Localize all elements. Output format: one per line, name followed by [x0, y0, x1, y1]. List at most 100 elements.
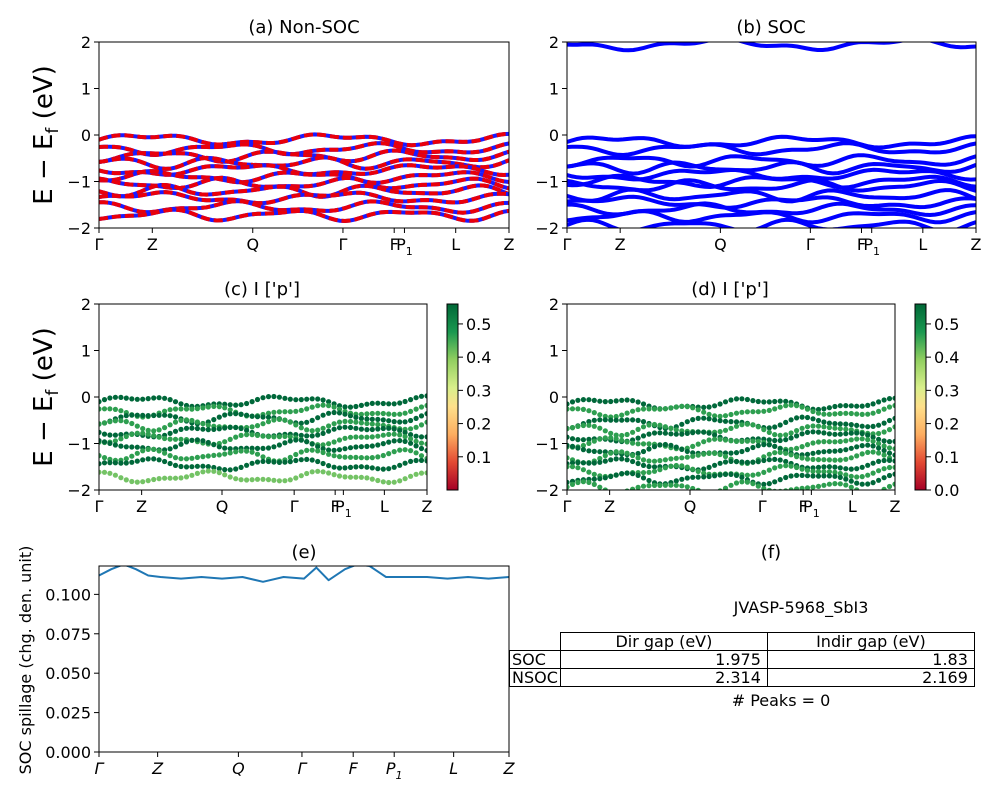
- band-point: [783, 458, 789, 465]
- band-point: [783, 432, 789, 438]
- band-point: [304, 419, 310, 425]
- band-point: [804, 473, 811, 479]
- band-point: [408, 417, 414, 424]
- band-point: [112, 432, 118, 438]
- band-point: [635, 450, 641, 457]
- band-point: [892, 446, 895, 452]
- band-point: [640, 406, 647, 412]
- x-tick-label: F: [390, 235, 399, 254]
- band-point: [298, 420, 304, 426]
- band-point: [707, 490, 712, 495]
- band-point: [178, 475, 184, 481]
- band-point: [358, 420, 364, 426]
- band-point: [837, 403, 843, 409]
- x-tick-label: L: [918, 235, 927, 254]
- band-point: [679, 455, 685, 461]
- band-point: [265, 477, 272, 483]
- band-point: [635, 435, 641, 441]
- band-point: [886, 483, 893, 490]
- band-point: [690, 405, 696, 411]
- band-point: [134, 450, 140, 456]
- band-point: [679, 463, 685, 469]
- panel-a-plot: Γ Z Q Γ FP1 L Z −2 −1 0 1 2: [67, 33, 514, 258]
- band-point: [804, 414, 811, 421]
- band-point: [397, 447, 403, 453]
- band-point: [298, 432, 304, 438]
- band-point: [413, 438, 419, 444]
- band-point: [859, 451, 865, 457]
- band-point: [238, 477, 244, 483]
- band-point: [254, 414, 261, 420]
- band-point: [129, 453, 135, 459]
- band-point: [167, 446, 173, 452]
- band-line: [567, 134, 976, 150]
- band-point: [156, 427, 162, 433]
- band-point: [375, 433, 381, 439]
- band-point: [662, 430, 669, 436]
- band-point: [777, 477, 783, 483]
- band-point: [854, 430, 860, 436]
- band-point: [276, 434, 282, 440]
- band-point: [364, 475, 370, 481]
- band-point: [353, 454, 359, 460]
- band-point: [424, 434, 427, 440]
- band-point: [260, 454, 266, 460]
- x-tick-label: Z: [422, 497, 433, 516]
- band-point: [567, 464, 570, 470]
- band-point: [227, 407, 233, 413]
- band-point: [118, 475, 124, 481]
- band-point: [892, 415, 895, 421]
- band-point: [233, 476, 239, 482]
- x-tick-label: F: [331, 497, 340, 516]
- band-point: [821, 411, 827, 417]
- x-tick-label: F: [857, 235, 866, 254]
- x-tick-label: Γ: [758, 497, 767, 516]
- axes-frame: [98, 565, 510, 753]
- band-point: [424, 393, 427, 399]
- band-point: [843, 472, 849, 478]
- band-point: [347, 418, 354, 425]
- band-point: [336, 465, 343, 471]
- panel-d-plot: Γ Z Q Γ FP1 L Z −2 −1 0 1 2: [535, 295, 900, 520]
- y-tick-label: 1: [549, 80, 559, 99]
- band-point: [265, 394, 272, 400]
- x-tick-label: Q: [714, 235, 727, 254]
- band-point: [358, 455, 364, 461]
- band-point: [315, 458, 321, 465]
- x-tick-label-sub: 1: [396, 769, 403, 782]
- band-point: [112, 460, 118, 466]
- band-point: [238, 425, 244, 432]
- band-point: [695, 474, 701, 480]
- band-point: [837, 448, 843, 454]
- band-point: [733, 423, 740, 429]
- band-line-dashed: [99, 131, 509, 148]
- band-point: [815, 406, 822, 413]
- band-point: [107, 419, 113, 425]
- band-point: [298, 407, 304, 413]
- band-point: [892, 458, 895, 464]
- band-point: [837, 421, 843, 427]
- band-point: [881, 475, 887, 481]
- band-point: [380, 425, 386, 432]
- band-point: [276, 478, 282, 484]
- band-point: [118, 394, 124, 400]
- band-point: [837, 431, 843, 437]
- band-point: [397, 462, 403, 468]
- band-point: [107, 470, 113, 476]
- band-point: [205, 464, 211, 470]
- band-point: [662, 441, 669, 448]
- y-tick-label: 1: [81, 80, 91, 99]
- band-point: [646, 406, 652, 412]
- band-point: [608, 417, 614, 423]
- band-point: [591, 448, 597, 454]
- band-point: [630, 440, 636, 446]
- band-ylabel-mid: E − Ef (eV): [29, 327, 63, 467]
- band-point: [712, 473, 718, 479]
- band-point: [178, 401, 184, 407]
- band-point: [668, 405, 674, 411]
- band-point: [821, 430, 827, 436]
- band-point: [739, 448, 745, 455]
- band-point: [172, 399, 179, 405]
- band-point: [640, 462, 647, 468]
- x-tick-label: P1: [803, 497, 820, 520]
